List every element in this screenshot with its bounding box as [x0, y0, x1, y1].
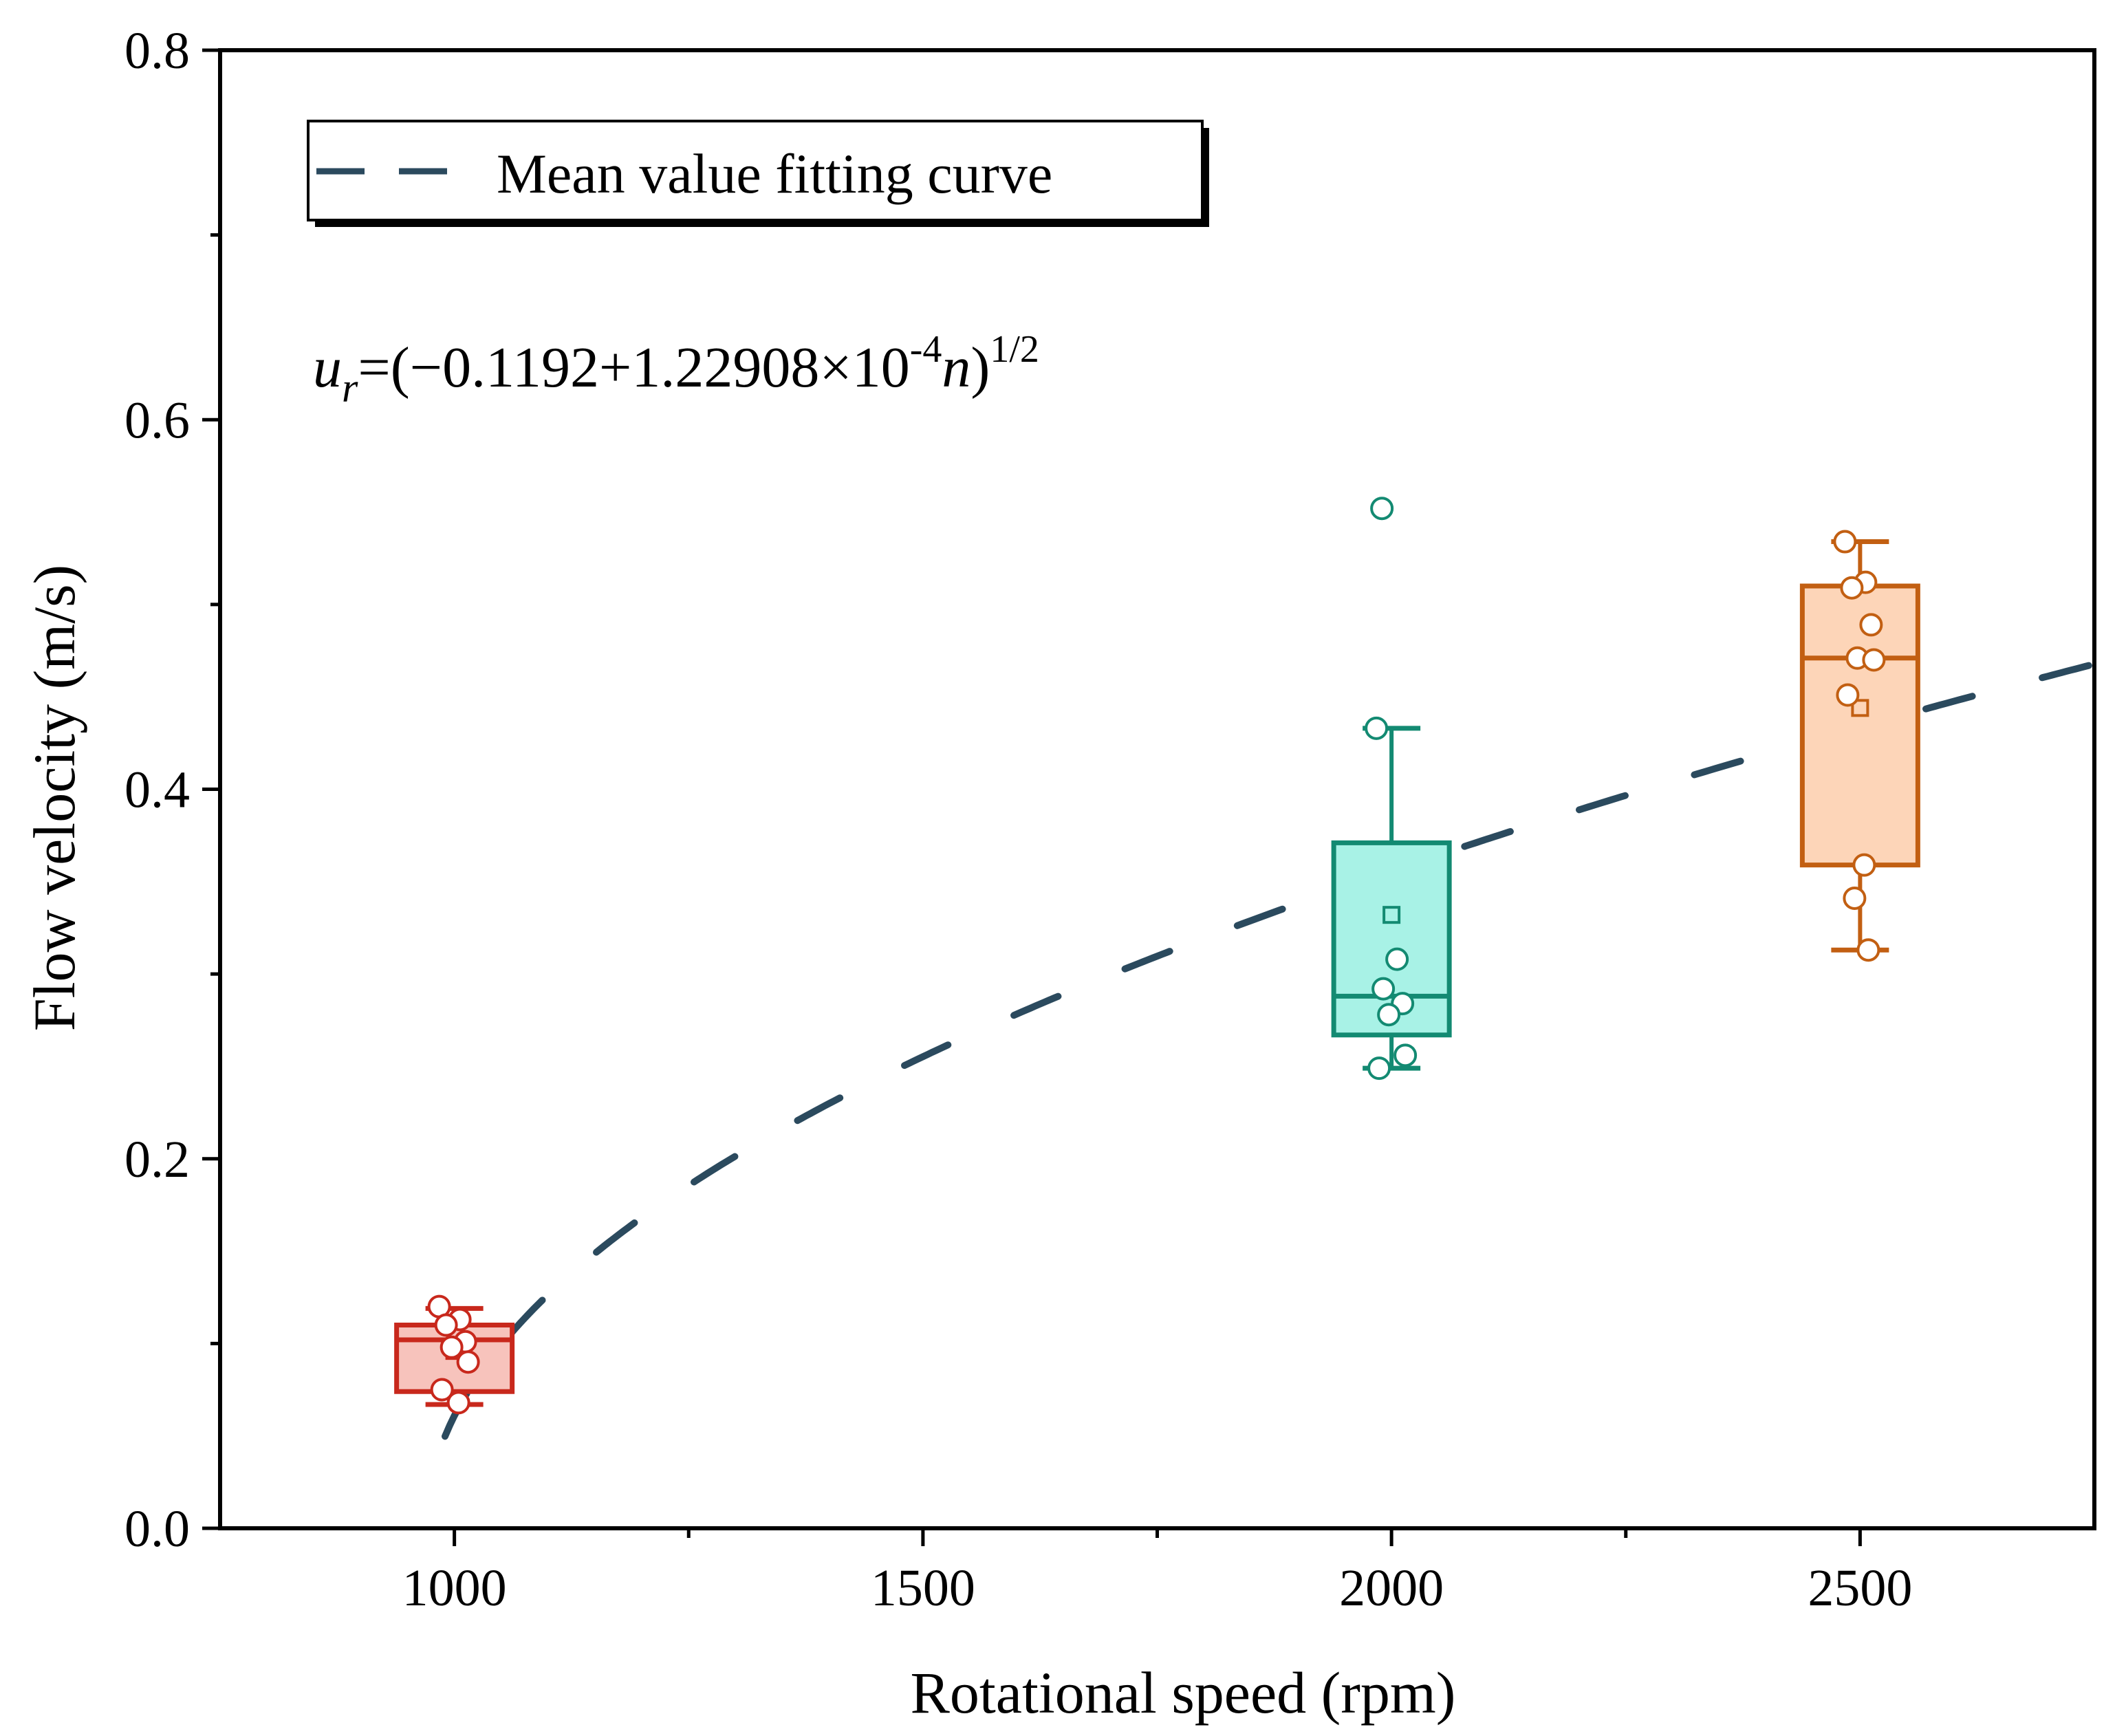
data-point	[440, 1335, 464, 1359]
data-point	[1840, 576, 1864, 600]
data-point	[430, 1378, 454, 1402]
x-axis-label: Rotational speed (rpm)	[911, 1660, 1456, 1726]
y-tick-label: 0.6	[124, 391, 190, 449]
eq-exp-1: -4	[910, 328, 942, 371]
box-group	[1331, 497, 1452, 1081]
data-point	[1862, 648, 1886, 672]
data-point	[434, 1313, 458, 1337]
eq-exp-2: 1/2	[990, 328, 1039, 371]
x-tick-label: 1000	[402, 1559, 507, 1617]
y-axis-label: Flow velocity (m/s)	[21, 565, 87, 1031]
eq-n: n	[942, 336, 970, 400]
data-point	[456, 1350, 480, 1374]
eq-sub-r: r	[342, 365, 358, 411]
equation-annotation: ur=(−0.1192+1.22908×10-4n)1/2	[313, 328, 1039, 411]
data-point	[1385, 947, 1409, 971]
y-tick-label: 0.8	[124, 22, 190, 80]
axis-ticks: 1000 1500 2000 2500 0.0 0.2 0.4 0.6 0.8	[124, 22, 1912, 1617]
x-tick-label: 2500	[1808, 1559, 1912, 1617]
legend-label: Mean value fitting curve	[497, 142, 1052, 205]
box-plots	[394, 497, 1920, 1415]
y-tick-label: 0.2	[124, 1131, 190, 1189]
x-tick-label: 1500	[871, 1559, 975, 1617]
data-point	[1365, 716, 1389, 740]
data-point	[446, 1391, 470, 1415]
data-point	[1843, 886, 1867, 910]
y-tick-label: 0.0	[124, 1500, 190, 1558]
data-point	[1856, 938, 1880, 962]
y-tick-label: 0.4	[124, 761, 190, 819]
data-point	[1852, 853, 1876, 877]
data-point	[1367, 1056, 1391, 1081]
eq-u: u	[313, 336, 342, 400]
x-tick-label: 2000	[1339, 1559, 1444, 1617]
box-mean-marker	[1382, 906, 1401, 924]
outlier-point	[1370, 497, 1394, 521]
data-point	[1393, 1043, 1418, 1067]
box-mean-marker	[1851, 699, 1869, 717]
box-group	[394, 1294, 515, 1415]
eq-body: =(−0.1192+1.22908×10	[358, 336, 909, 400]
data-point	[1833, 530, 1857, 554]
data-point	[1371, 977, 1396, 1001]
legend: Mean value fitting curve	[307, 120, 1209, 227]
data-point	[1836, 683, 1860, 707]
data-point	[1859, 613, 1883, 637]
eq-close: )	[970, 336, 990, 400]
box-group	[1799, 530, 1920, 962]
legend-box	[307, 120, 1204, 221]
data-point	[1377, 1003, 1401, 1027]
